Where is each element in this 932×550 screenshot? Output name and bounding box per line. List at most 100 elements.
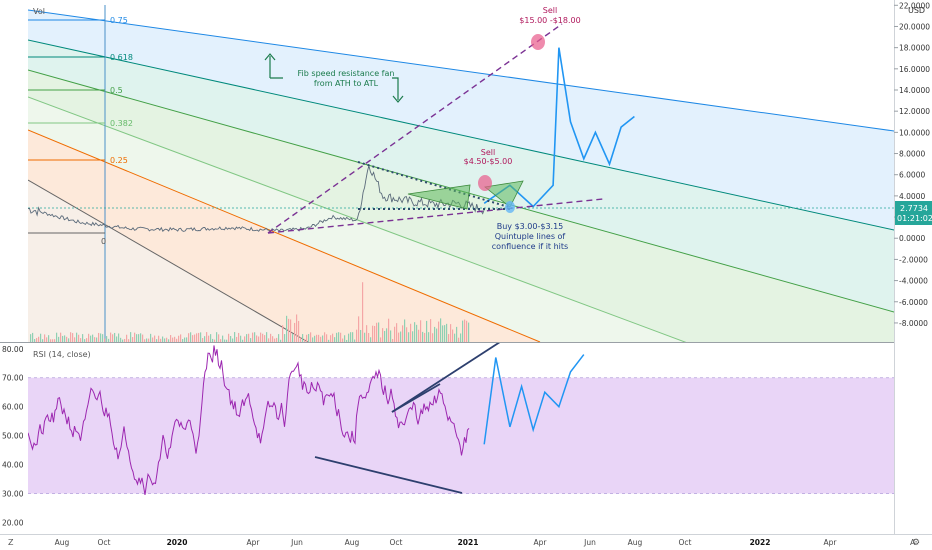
volume-bar bbox=[150, 333, 152, 342]
x-tick-label: 2022 bbox=[750, 538, 771, 547]
volume-bar bbox=[138, 334, 140, 342]
volume-bar bbox=[44, 334, 46, 342]
volume-bar bbox=[218, 334, 220, 342]
volume-bar bbox=[284, 334, 286, 342]
volume-bar bbox=[384, 330, 386, 342]
rsi-trend-start bbox=[391, 383, 441, 413]
volume-bar bbox=[266, 332, 268, 342]
volume-bar bbox=[78, 334, 80, 342]
price-tick-label: 8.0000 bbox=[899, 150, 925, 159]
volume-bar bbox=[298, 320, 300, 342]
volume-bar bbox=[134, 332, 136, 342]
volume-bar bbox=[408, 332, 410, 342]
corner-right[interactable]: A bbox=[910, 538, 916, 547]
price-tick-label: 16.0000 bbox=[899, 65, 930, 74]
volume-bar bbox=[196, 333, 198, 342]
volume-bar bbox=[458, 337, 460, 342]
volume-bar bbox=[260, 332, 262, 342]
volume-bar bbox=[140, 333, 142, 342]
rsi-projection-line[interactable] bbox=[483, 354, 585, 445]
volume-bar bbox=[236, 336, 238, 342]
volume-bar bbox=[110, 332, 112, 342]
price-tick-label: 18.0000 bbox=[899, 44, 930, 53]
sell-top-line2: $15.00 -$18.00 bbox=[519, 16, 580, 25]
corner-left[interactable]: Z bbox=[8, 538, 14, 547]
volume-bar bbox=[224, 339, 226, 342]
volume-bar bbox=[320, 336, 322, 342]
volume-bar bbox=[300, 337, 302, 342]
sell-marker-mid[interactable] bbox=[478, 175, 492, 191]
x-tick-label: 2021 bbox=[458, 538, 479, 547]
settings-icon[interactable]: ⚙ bbox=[912, 538, 920, 548]
rsi-line[interactable] bbox=[28, 345, 470, 495]
volume-bar bbox=[414, 322, 416, 342]
volume-bar bbox=[202, 338, 204, 342]
rsi-tick-label: 30.00 bbox=[2, 489, 24, 498]
volume-bar bbox=[122, 339, 124, 342]
volume-bar bbox=[222, 335, 224, 342]
volume-bar bbox=[430, 319, 432, 342]
trend-lower-dashed bbox=[267, 198, 604, 234]
volume-bar bbox=[322, 335, 324, 342]
fan-note-line1: Fib speed resistance fan bbox=[298, 69, 395, 78]
volume-bar bbox=[434, 326, 436, 342]
volume-bar bbox=[32, 332, 34, 342]
volume-bar bbox=[278, 334, 280, 342]
price-projection-line[interactable] bbox=[483, 47, 635, 208]
volume-bar bbox=[92, 334, 94, 342]
pattern-wedge-2 bbox=[484, 180, 524, 208]
sell-marker-top[interactable] bbox=[531, 34, 545, 50]
volume-bar bbox=[90, 335, 92, 342]
volume-bar bbox=[152, 337, 154, 342]
volume-bar bbox=[342, 338, 344, 342]
volume-bar bbox=[120, 337, 122, 342]
volume-bar bbox=[442, 325, 444, 342]
fib-line-025 bbox=[28, 129, 541, 342]
volume-bar bbox=[242, 339, 244, 342]
volume-bar bbox=[126, 334, 128, 342]
volume-bar bbox=[228, 333, 230, 342]
volume-bar bbox=[146, 338, 148, 342]
arrow-down-annotation bbox=[392, 77, 404, 103]
price-tick-label: 20.0000 bbox=[899, 22, 930, 31]
volume-bar bbox=[108, 338, 110, 342]
volume-bar bbox=[240, 335, 242, 342]
fib-label-0: 0 bbox=[101, 237, 106, 246]
x-tick-label: Oct bbox=[98, 538, 111, 547]
volume-bar bbox=[374, 325, 376, 342]
x-tick-label: Apr bbox=[534, 538, 548, 547]
volume-bar bbox=[386, 328, 388, 342]
buy-line1: Buy $3.00-$3.15 bbox=[497, 222, 564, 231]
volume-bar bbox=[372, 325, 374, 342]
volume-bar bbox=[82, 334, 84, 342]
volume-bar bbox=[344, 335, 346, 342]
fan-note-line2: from ATH to ATL bbox=[314, 79, 379, 88]
volume-bar bbox=[72, 333, 74, 342]
volume-bar bbox=[98, 332, 100, 342]
volume-bar bbox=[174, 336, 176, 342]
rsi-band bbox=[28, 377, 894, 494]
volume-bar bbox=[338, 332, 340, 342]
volume-bar bbox=[274, 338, 276, 342]
price-history-line[interactable] bbox=[28, 165, 485, 233]
volume-bar bbox=[48, 335, 50, 342]
volume-bar bbox=[102, 334, 104, 342]
volume-bar bbox=[238, 332, 240, 342]
x-axis-bar[interactable] bbox=[0, 534, 932, 550]
triangle-upper-dotted bbox=[357, 161, 513, 209]
volume-bar bbox=[256, 335, 258, 342]
volume-label: Vol bbox=[33, 7, 45, 16]
volume-bar bbox=[76, 332, 78, 342]
volume-bar bbox=[94, 337, 96, 342]
volume-bar bbox=[262, 333, 264, 342]
price-axis-panel[interactable] bbox=[894, 0, 932, 534]
volume-bar bbox=[390, 330, 392, 342]
buy-marker[interactable] bbox=[505, 201, 515, 213]
volume-bar bbox=[104, 338, 106, 342]
volume-bar bbox=[226, 339, 228, 342]
volume-bar bbox=[452, 329, 454, 342]
volume-bar bbox=[188, 333, 190, 342]
volume-bar bbox=[348, 333, 350, 342]
price-y-axis: 22.0000 20.0000 18.0000 16.0000 14.0000 12.00… bbox=[894, 1, 930, 328]
volume-bar bbox=[86, 338, 88, 342]
